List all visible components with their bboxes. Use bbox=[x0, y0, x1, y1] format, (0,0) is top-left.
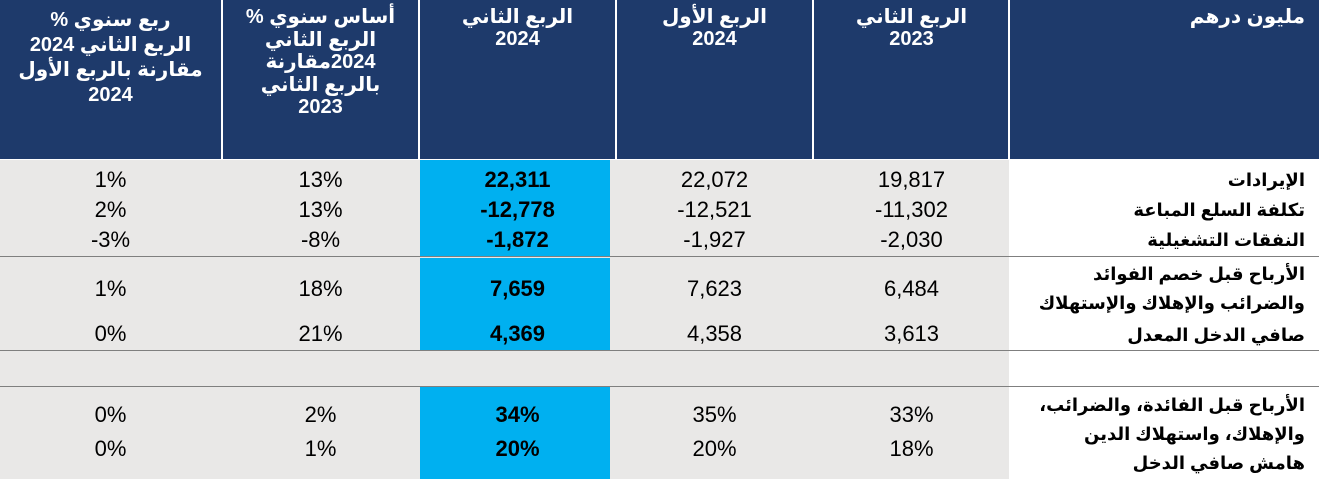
cell-revenue-yoy: 13% bbox=[298, 167, 343, 192]
header-unit-text: مليون درهم bbox=[1189, 6, 1305, 28]
header-qoq-line4: 2024 bbox=[88, 84, 133, 106]
header-q1-2024: الربع الأول 2024 bbox=[617, 0, 812, 159]
label-revenue: الإيرادات bbox=[1227, 170, 1305, 190]
header-q2-2024-line1: الربع الثاني bbox=[461, 6, 574, 28]
header-yoy-line3: 2024مقارنة bbox=[265, 51, 376, 73]
cell-net-income-q2-2024: 4,369 bbox=[489, 321, 546, 346]
cell-cogs-qoq: 2% bbox=[94, 197, 127, 222]
header-yoy-line2: الربع الثاني bbox=[264, 28, 377, 51]
header-yoy-line4: بالربع الثاني bbox=[260, 73, 381, 96]
header-q2-2024-line2: 2024 bbox=[495, 28, 540, 50]
cell-cogs-q2-2023: -11,302 bbox=[875, 197, 948, 222]
header-divider bbox=[1008, 0, 1010, 159]
header-yoy: أساس سنوي % الربع الثاني 2024مقارنة بالر… bbox=[223, 0, 418, 159]
header-qoq: ربع سنوي % الربع الثاني 2024 مقارنة بالر… bbox=[0, 0, 221, 159]
label-opex: النفقات التشغيلية bbox=[1147, 230, 1305, 250]
cell-revenue-q2-2023: 19,817 bbox=[877, 167, 946, 192]
cell-revenue-qoq: 1% bbox=[94, 167, 127, 192]
cell-ebitda-margin-yoy: 2% bbox=[304, 402, 337, 427]
highlight-q2-2024 bbox=[420, 387, 610, 479]
cell-revenue-q2-2024: 22,311 bbox=[484, 167, 551, 192]
cell-ebitda-margin-q2-2023: 33% bbox=[889, 402, 934, 427]
row-divider bbox=[0, 256, 1319, 257]
header-qoq-line3: مقارنة بالربع الأول bbox=[18, 59, 203, 81]
label-cogs: تكلفة السلع المباعة bbox=[1133, 200, 1305, 220]
label-column bbox=[1010, 160, 1319, 256]
cell-net-income-q2-2023: 3,613 bbox=[883, 321, 940, 346]
header-q1-2024-line2: 2024 bbox=[692, 28, 737, 50]
cell-ebitda-q2-2023: 6,484 bbox=[883, 276, 940, 301]
header-divider bbox=[418, 0, 420, 159]
highlight-q2-2024 bbox=[420, 258, 610, 350]
label-column bbox=[1010, 258, 1319, 350]
cell-net-margin-yoy: 1% bbox=[304, 436, 337, 461]
cell-net-margin-q2-2023: 18% bbox=[889, 436, 934, 461]
header-q1-2024-line1: الربع الأول bbox=[661, 6, 768, 28]
cell-net-income-yoy: 21% bbox=[298, 321, 343, 346]
cell-net-margin-q2-2024: 20% bbox=[495, 436, 540, 461]
cell-net-margin-q1-2024: 20% bbox=[692, 436, 737, 461]
cell-opex-qoq: -3% bbox=[90, 227, 131, 252]
cell-net-income-q1-2024: 4,358 bbox=[686, 321, 743, 346]
header-q2-2023-line2: 2023 bbox=[889, 28, 934, 50]
cell-opex-yoy: -8% bbox=[300, 227, 341, 252]
label-column bbox=[1010, 387, 1319, 479]
header-q2-2023: الربع الثاني 2023 bbox=[814, 0, 1009, 159]
cell-net-margin-qoq: 0% bbox=[94, 436, 127, 461]
cell-opex-q2-2024: -1,872 bbox=[486, 227, 549, 252]
header-yoy-line1: أساس سنوي % bbox=[245, 6, 396, 28]
row-divider bbox=[0, 386, 1319, 387]
header-divider bbox=[615, 0, 617, 159]
label-net-income: صافي الدخل المعدل bbox=[1127, 325, 1305, 345]
cell-cogs-q2-2024: -12,778 bbox=[480, 197, 555, 222]
row-divider bbox=[0, 350, 1319, 351]
header-yoy-line5: 2023 bbox=[298, 96, 343, 118]
cell-cogs-yoy: 13% bbox=[298, 197, 343, 222]
cell-cogs-q1-2024: -12,521 bbox=[677, 197, 752, 222]
cell-opex-q1-2024: -1,927 bbox=[683, 227, 746, 252]
cell-ebitda-margin-qoq: 0% bbox=[94, 402, 127, 427]
cell-opex-q2-2023: -2,030 bbox=[880, 227, 943, 252]
header-divider bbox=[221, 0, 223, 159]
cell-revenue-q1-2024: 22,072 bbox=[680, 167, 749, 192]
label-ebitda: الأرباح قبل خصم الفوائد والضرائب والإهلا… bbox=[1038, 264, 1305, 313]
header-divider bbox=[812, 0, 814, 159]
cell-ebitda-margin-q2-2024: 34% bbox=[495, 402, 540, 427]
highlight-q2-2024 bbox=[420, 160, 610, 256]
header-q2-2024: الربع الثاني 2024 bbox=[420, 0, 615, 159]
cell-ebitda-yoy: 18% bbox=[298, 276, 343, 301]
label-net-margin: هامش صافي الدخل bbox=[1132, 453, 1305, 473]
label-ebitda-margin: الأرباح قبل الفائدة، والضرائب، والإهلاك،… bbox=[1039, 395, 1305, 444]
header-qoq-line1: ربع سنوي % bbox=[50, 9, 171, 31]
cell-ebitda-margin-q1-2024: 35% bbox=[692, 402, 737, 427]
cell-ebitda-q1-2024: 7,623 bbox=[686, 276, 743, 301]
cell-ebitda-qoq: 1% bbox=[94, 276, 127, 301]
header-unit: مليون درهم bbox=[1010, 0, 1319, 159]
header-qoq-line2: الربع الثاني 2024 bbox=[29, 34, 192, 56]
header-q2-2023-line1: الربع الثاني bbox=[855, 6, 968, 28]
cell-net-income-qoq: 0% bbox=[94, 321, 127, 346]
cell-ebitda-q2-2024: 7,659 bbox=[489, 276, 546, 301]
